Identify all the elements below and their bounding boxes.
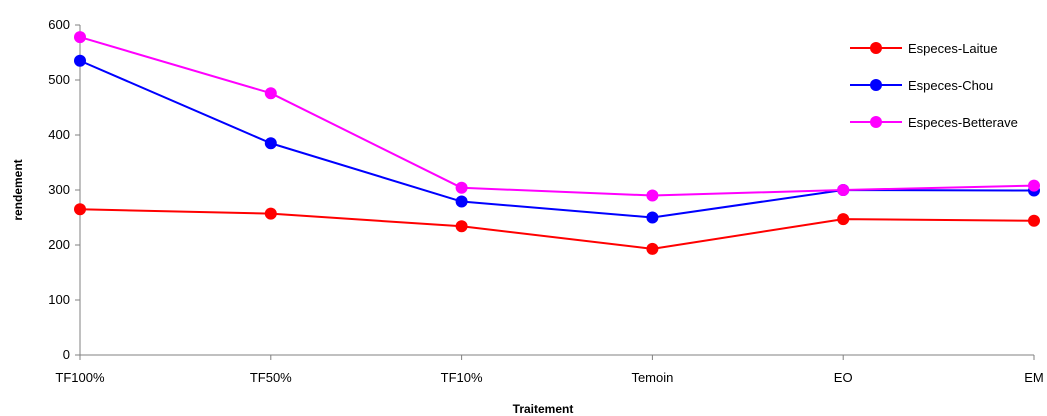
data-point xyxy=(455,195,468,208)
series-2 xyxy=(74,54,1040,224)
x-tick-label: EM xyxy=(1024,370,1044,385)
x-tick-label: Temoin xyxy=(631,370,673,385)
data-point xyxy=(646,242,659,255)
legend-swatch-marker xyxy=(870,79,882,91)
legend-item: Especes-Betterave xyxy=(850,115,1018,130)
y-tick-label: 600 xyxy=(48,17,70,32)
series-layer xyxy=(74,31,1040,255)
x-axis-ticks: TF100% TF50% TF10% Temoin EO EM xyxy=(55,355,1044,385)
y-tick-label: 400 xyxy=(48,127,70,142)
legend-label: Especes-Chou xyxy=(908,78,993,93)
legend: Especes-Laitue Especes-Chou Especes-Better… xyxy=(850,41,1018,130)
legend-label: Especes-Betterave xyxy=(908,115,1018,130)
data-point xyxy=(646,189,659,202)
legend-swatch-marker xyxy=(870,42,882,54)
x-tick-label: TF50% xyxy=(250,370,292,385)
data-point xyxy=(1028,179,1040,192)
data-point xyxy=(264,207,277,220)
data-point xyxy=(264,137,277,150)
data-point xyxy=(837,184,850,196)
series-3 xyxy=(74,31,1040,202)
y-axis-title: rendement xyxy=(11,159,25,220)
y-tick-label: 100 xyxy=(48,292,70,307)
data-point xyxy=(455,220,468,233)
x-axis-title: Traitement xyxy=(513,402,574,416)
series-line xyxy=(79,36,1035,197)
y-tick-label: 200 xyxy=(48,237,70,252)
data-point xyxy=(74,203,86,216)
y-tick-label: 500 xyxy=(48,72,70,87)
x-tick-label: TF10% xyxy=(441,370,483,385)
x-tick-label: EO xyxy=(834,370,853,385)
legend-item: Especes-Laitue xyxy=(850,41,998,56)
data-point xyxy=(837,213,850,226)
data-point xyxy=(264,87,277,100)
data-point xyxy=(455,181,468,194)
legend-swatch-marker xyxy=(870,116,882,128)
x-tick-label: TF100% xyxy=(55,370,105,385)
data-point xyxy=(1028,214,1040,227)
series-1 xyxy=(74,203,1040,255)
data-point xyxy=(74,54,86,67)
y-axis-ticks: 0 100 200 300 400 500 600 xyxy=(48,17,80,362)
legend-item: Especes-Chou xyxy=(850,78,993,93)
data-point xyxy=(646,211,659,224)
y-tick-label: 0 xyxy=(63,347,70,362)
data-point xyxy=(74,31,86,44)
series-line xyxy=(79,208,1035,250)
legend-label: Especes-Laitue xyxy=(908,41,998,56)
y-tick-label: 300 xyxy=(48,182,70,197)
